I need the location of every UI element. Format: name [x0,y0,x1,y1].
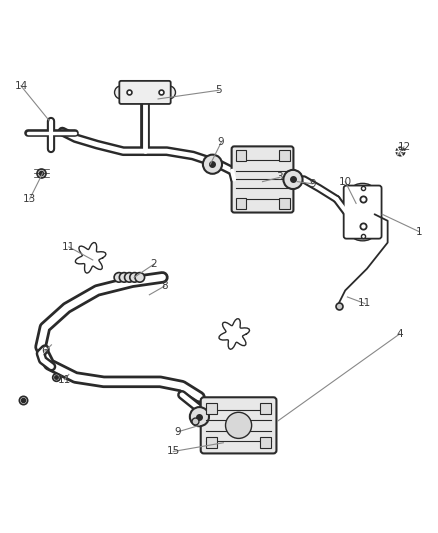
Circle shape [283,170,303,189]
Text: 11: 11 [62,242,75,252]
Ellipse shape [353,231,372,241]
Text: 2: 2 [150,260,157,269]
Circle shape [135,272,145,282]
FancyBboxPatch shape [232,147,293,213]
Circle shape [162,86,176,99]
Text: 12: 12 [397,142,410,152]
Text: 4: 4 [396,329,403,339]
Circle shape [124,272,134,282]
FancyBboxPatch shape [344,185,381,239]
Text: 5: 5 [215,85,223,95]
Bar [260,402,271,414]
Circle shape [226,413,252,439]
Bar [279,150,290,161]
Text: 9: 9 [174,427,181,437]
Bar [279,198,290,208]
Text: 1: 1 [416,227,423,237]
Text: 14: 14 [14,81,28,91]
FancyBboxPatch shape [119,81,171,104]
Circle shape [114,272,124,282]
Text: 3: 3 [277,172,283,182]
Circle shape [203,155,222,174]
Text: 9: 9 [218,138,225,148]
Ellipse shape [353,183,372,193]
Circle shape [130,272,139,282]
Text: 8: 8 [161,281,168,291]
FancyBboxPatch shape [201,397,276,454]
Circle shape [119,272,129,282]
Bar [236,198,246,208]
Circle shape [190,407,209,426]
Bar [260,437,271,448]
Text: 9: 9 [309,179,316,189]
Text: 11: 11 [58,375,71,385]
Text: 6: 6 [42,346,48,357]
Text: 11: 11 [358,298,371,309]
Bar [206,437,217,448]
Bar [236,150,246,161]
Circle shape [115,86,127,99]
Text: 15: 15 [167,447,180,456]
Text: 10: 10 [339,176,352,187]
Text: 13: 13 [23,194,36,204]
Bar [206,402,217,414]
